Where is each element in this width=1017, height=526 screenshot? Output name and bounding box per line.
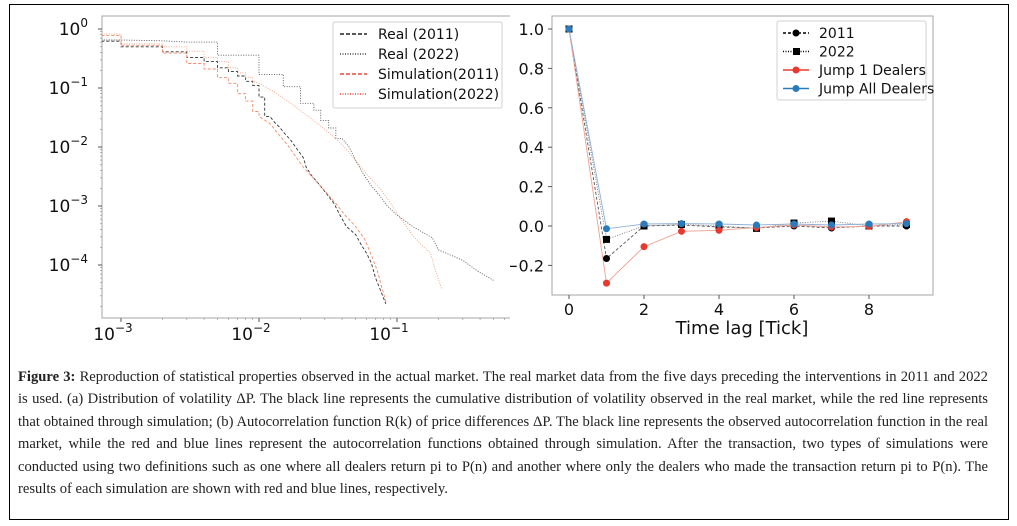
legend-b: 2011 2022 Jump 1 Dealers Jump All Dealers xyxy=(776,20,934,101)
figure-caption: Figure 3: Reproduction of statistical pr… xyxy=(18,366,988,500)
x-tick-label-a: 10−1 xyxy=(369,321,408,345)
data-point-jump-1-dealers xyxy=(715,226,723,234)
legend-marker-b xyxy=(793,48,800,55)
legend-box-b xyxy=(776,20,927,101)
data-point-jump-all-dealers xyxy=(753,221,760,229)
legend-a: Real (2011) Real (2022) Simulation(2011) Si… xyxy=(332,21,503,109)
legend-label-a: Real (2022) xyxy=(378,47,459,63)
y-tick-label-a: 10−4 xyxy=(49,252,88,276)
x-tick-label-b: 6 xyxy=(789,300,799,319)
data-point-jump-all-dealers xyxy=(903,220,910,228)
y-tick-label-a: 100 xyxy=(59,16,88,40)
series-line-2011 xyxy=(568,28,907,260)
legend-label-b: Jump All Dealers xyxy=(818,82,934,98)
chart-volatility-distribution: 100 10−1 10−2 10−3 10−4 10−3 10−2 10−1 Real (20… xyxy=(49,15,510,345)
y-tick-label-b: 0.2 xyxy=(519,178,544,197)
series-line-simulation-2011- xyxy=(102,34,388,304)
y-tick-label-b: 0.0 xyxy=(519,217,544,236)
series-line-real-2022- xyxy=(102,39,494,281)
legend-label-b: 2011 xyxy=(819,26,855,42)
caption-label: Figure 3: xyxy=(18,369,76,385)
legend-label-b: 2022 xyxy=(819,45,855,61)
data-point-2022 xyxy=(603,235,610,243)
legend-marker-b xyxy=(792,29,800,37)
y-tick-label-b: −0.2 xyxy=(510,256,544,275)
data-point-jump-all-dealers xyxy=(828,221,835,229)
y-tick-label-a: 10−3 xyxy=(49,193,88,217)
figure-frame xyxy=(9,4,1009,520)
y-tick-label-a: 10−2 xyxy=(49,134,88,158)
caption-text: Reproduction of statistical properties o… xyxy=(18,369,988,498)
data-point-jump-all-dealers xyxy=(565,25,573,33)
series-line-2022 xyxy=(568,28,907,241)
legend-box-a xyxy=(332,21,503,109)
data-point-2022 xyxy=(828,217,835,225)
data-point-jump-all-dealers xyxy=(640,220,648,228)
x-tick-label-b: 4 xyxy=(714,300,724,319)
x-tick-label-b: 0 xyxy=(564,300,574,319)
y-tick-label-b: 0.6 xyxy=(519,99,544,118)
x-tick-label-a: 10−3 xyxy=(93,321,132,345)
data-point-2011 xyxy=(603,255,610,263)
legend-marker-b xyxy=(792,66,800,74)
data-point-jump-all-dealers xyxy=(865,220,873,228)
series-line-jump-1-dealers xyxy=(568,28,907,285)
data-point-jump-1-dealers xyxy=(640,243,648,251)
y-tick-label-a: 10−1 xyxy=(49,75,88,99)
y-tick-label-b: 0.4 xyxy=(519,138,544,157)
x-tick-label-b: 8 xyxy=(864,300,874,319)
y-tick-label-b: 0.8 xyxy=(519,59,544,78)
data-point-jump-all-dealers xyxy=(678,220,685,228)
data-point-jump-all-dealers xyxy=(603,225,610,233)
series-line-jump-all-dealers xyxy=(568,28,907,230)
legend-marker-b xyxy=(792,85,800,92)
x-axis-label-b: Time lag [Tick] xyxy=(675,318,809,339)
data-point-jump-1-dealers xyxy=(603,279,610,287)
data-point-jump-all-dealers xyxy=(790,220,798,228)
legend-label-a: Simulation(2011) xyxy=(378,67,499,83)
data-point-jump-1-dealers xyxy=(678,227,685,235)
x-tick-label-b: 2 xyxy=(639,300,649,319)
y-tick-label-b: 1.0 xyxy=(519,20,544,39)
legend-label-a: Real (2011) xyxy=(378,27,459,43)
legend-label-b: Jump 1 Dealers xyxy=(818,63,926,79)
series-line-real-2011- xyxy=(102,40,387,304)
chart-autocorrelation: −0.2 0.0 0.2 0.4 0.6 0.8 1.0 0 2 4 6 8 Time lag [Ti… xyxy=(510,15,934,339)
x-tick-label-a: 10−2 xyxy=(231,321,270,345)
legend-label-a: Simulation(2022) xyxy=(378,87,499,103)
data-point-jump-all-dealers xyxy=(715,220,723,228)
